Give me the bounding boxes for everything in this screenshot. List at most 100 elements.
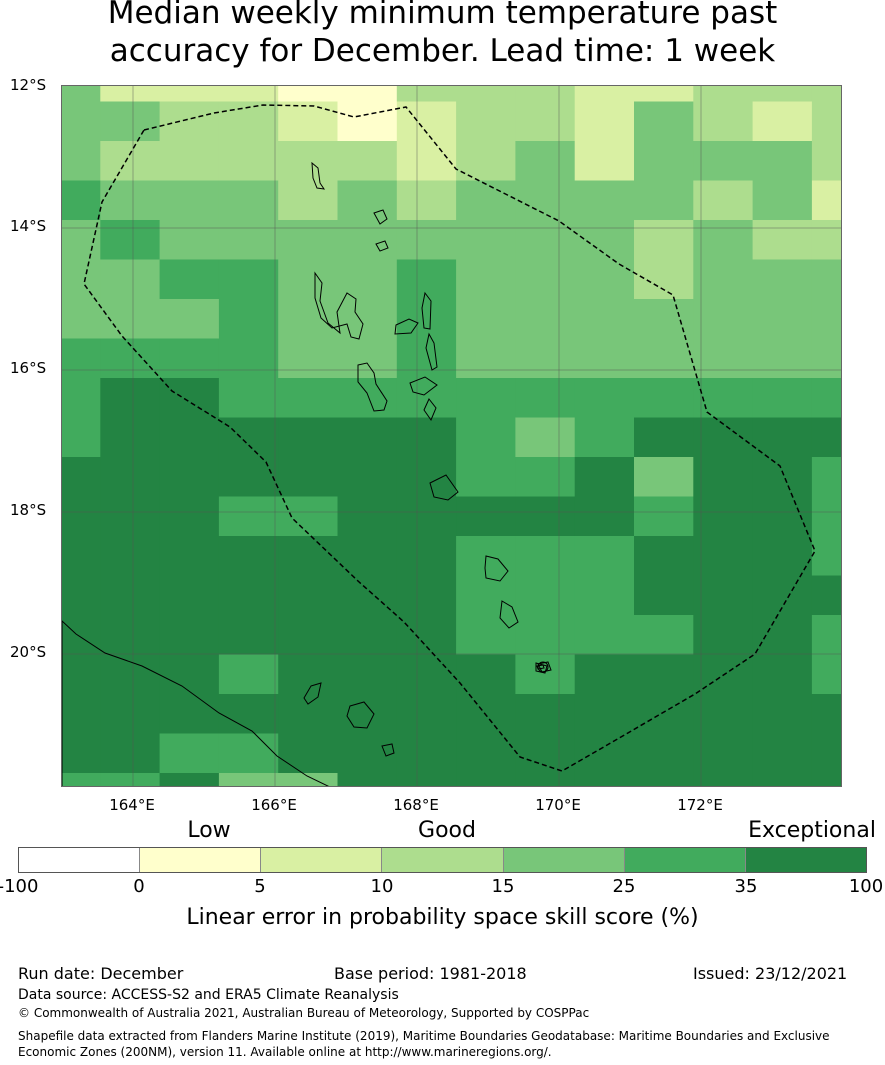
grid-cell	[396, 299, 457, 339]
colorbar-segment	[19, 848, 141, 872]
grid-cell	[159, 694, 220, 734]
grid-cell	[811, 575, 841, 616]
grid-cell	[218, 654, 279, 695]
skill-score-map	[62, 86, 841, 786]
grid-cell	[752, 338, 813, 379]
lon-label-168e: 168°E	[393, 796, 439, 814]
grid-cell	[574, 417, 635, 458]
grid-cell	[159, 378, 220, 418]
grid-cell	[159, 536, 220, 576]
grid-cell	[456, 259, 516, 300]
grid-cell	[62, 694, 101, 734]
grid-cell	[278, 299, 338, 339]
grid-cell	[515, 378, 576, 418]
grid-cell	[574, 457, 635, 497]
colorbar-tick: 25	[612, 876, 636, 897]
island-small	[537, 661, 549, 673]
grid-cell	[574, 141, 635, 181]
grid-cell	[62, 259, 101, 300]
grid-cell	[515, 733, 576, 774]
grid-cell	[218, 457, 279, 497]
grid-cell	[574, 773, 635, 786]
grid-cell	[337, 496, 398, 537]
grid-cell	[752, 694, 813, 734]
grid-cell	[218, 378, 279, 418]
grid-cell	[278, 86, 338, 102]
island-maewo	[421, 291, 432, 330]
grid-cell	[634, 378, 694, 418]
data-source: Data source: ACCESS-S2 and ERA5 Climate …	[18, 987, 399, 1003]
grid-cell	[574, 220, 635, 260]
grid-cell	[218, 733, 279, 774]
grid-cell	[218, 86, 279, 102]
grid-cell	[62, 180, 101, 221]
grid-cell	[634, 86, 694, 102]
island-tanna	[499, 600, 519, 629]
legend-category-good: Good	[418, 818, 476, 843]
grid-cell	[456, 615, 516, 655]
island-efate	[429, 474, 459, 501]
island-ambrym	[409, 376, 438, 396]
grid-cell	[634, 101, 694, 142]
grid-cell	[634, 141, 694, 181]
grid-cell	[693, 457, 754, 497]
grid-cell	[811, 496, 841, 537]
map-panel[interactable]	[61, 85, 842, 787]
grid-cell	[218, 259, 279, 300]
lon-label-164e: 164°E	[109, 796, 155, 814]
grid-cell	[218, 496, 279, 537]
grid-cell	[62, 378, 101, 418]
grid-cell	[693, 536, 754, 576]
island-pentecost	[425, 332, 438, 371]
grid-cell	[752, 299, 813, 339]
grid-cell	[396, 733, 457, 774]
grid-cell	[62, 101, 101, 142]
grid-cell	[218, 338, 279, 379]
grid-cell	[515, 338, 576, 379]
grid-cell	[278, 417, 338, 458]
chart-title: Median weekly minimum temperature past a…	[0, 0, 885, 70]
grid-cell	[752, 417, 813, 458]
grid-cell	[752, 180, 813, 221]
grid-cell	[218, 299, 279, 339]
grid-cell	[693, 615, 754, 655]
grid-cell	[693, 575, 754, 616]
grid-cell	[62, 86, 101, 102]
eez-boundary	[83, 104, 816, 772]
grid-cell	[100, 86, 161, 102]
colorbar-tick: 0	[133, 876, 145, 897]
grid-cell	[396, 654, 457, 695]
grid-cell	[634, 220, 694, 260]
grid-cell	[811, 86, 841, 102]
grid-cell	[278, 378, 338, 418]
grid-cell	[100, 141, 161, 181]
grid-cell	[515, 101, 576, 142]
grid-cell	[159, 733, 220, 774]
grid-cell	[337, 338, 398, 379]
grid-cell	[396, 615, 457, 655]
grid-cell	[278, 457, 338, 497]
grid-cell	[752, 141, 813, 181]
grid-cell	[456, 496, 516, 537]
grid-cell	[159, 496, 220, 537]
legend-category-low: Low	[187, 818, 231, 843]
grid-cell	[218, 575, 279, 616]
grid-cell	[337, 378, 398, 418]
grid-cell	[396, 536, 457, 576]
title-line-2: accuracy for December. Lead time: 1 week	[109, 33, 776, 69]
colorbar-segment	[745, 848, 866, 872]
grid-cell	[515, 141, 576, 181]
grid-cell	[515, 220, 576, 260]
grid-cell	[752, 220, 813, 260]
grid-cell	[396, 141, 457, 181]
grid-cell	[811, 338, 841, 379]
grid-cell	[337, 101, 398, 142]
colorbar-tick: 10	[370, 876, 394, 897]
island-loyalty-ouvea	[303, 682, 322, 705]
grid-cell	[396, 694, 457, 734]
copyright: © Commonwealth of Australia 2021, Austra…	[18, 1006, 590, 1020]
grid-cell	[752, 773, 813, 786]
skill-grid	[62, 86, 841, 786]
grid-cell	[159, 615, 220, 655]
grid-cell	[456, 101, 516, 142]
